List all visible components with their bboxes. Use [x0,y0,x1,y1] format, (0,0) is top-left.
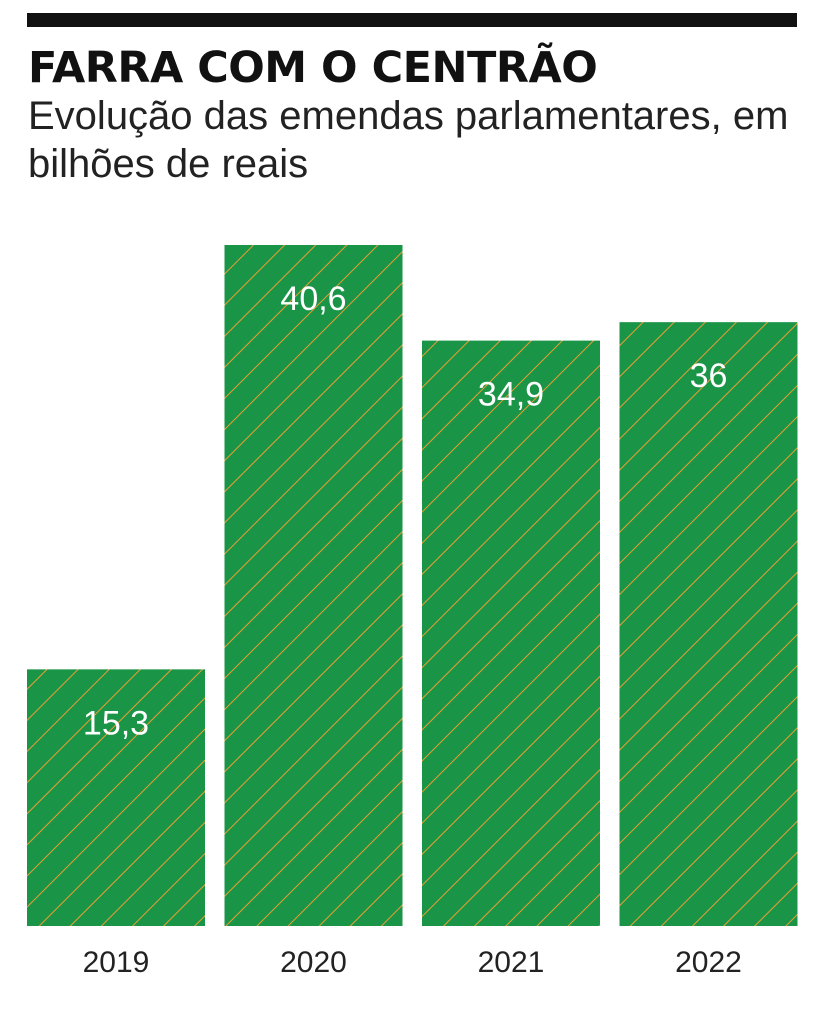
x-tick-label-2020: 2020 [280,946,347,979]
x-tick-labels-group: 2019 2020 2021 2022 [83,946,742,979]
value-labels-group: 15,3 40,6 34,9 36 [83,280,728,742]
x-tick-label-2019: 2019 [83,946,150,979]
bar-2022 [619,322,798,927]
value-label-2021: 34,9 [478,376,544,414]
value-label-2020: 40,6 [280,280,346,318]
value-label-2022: 36 [690,357,728,395]
chart-title: FARRA COM O CENTRÃO [28,43,598,93]
x-tick-label-2021: 2021 [478,946,545,979]
chart-subtitle: Evolução das emendas parlamentares, em b… [28,94,789,186]
top-rule [27,13,797,27]
bar-2021 [422,340,600,926]
x-tick-label-2022: 2022 [675,946,742,979]
value-label-2019: 15,3 [83,704,149,742]
bar-2020 [224,245,403,926]
bar-2019 [27,669,205,926]
bars-group [27,245,798,927]
